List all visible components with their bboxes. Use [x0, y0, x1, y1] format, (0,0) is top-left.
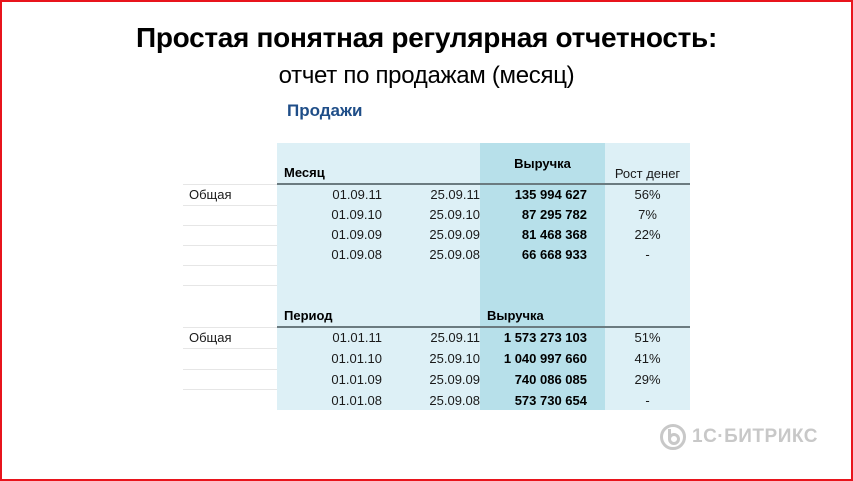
growth-value: - — [645, 247, 650, 262]
header-revenue: Выручка — [487, 308, 544, 323]
row-divider — [183, 327, 277, 328]
row-divider — [183, 285, 277, 286]
end-date: 25.09.08 — [429, 247, 480, 262]
growth-value: 22% — [634, 227, 661, 242]
slide-title: Простая понятная регулярная отчетность: — [136, 22, 717, 53]
row-divider — [183, 265, 277, 266]
header-period: Период — [284, 308, 333, 323]
row-divider — [183, 348, 277, 349]
row-divider — [183, 389, 277, 390]
end-date: 25.09.11 — [430, 330, 480, 345]
bitrix-logo-icon — [660, 424, 686, 450]
header-underline — [277, 183, 690, 185]
start-date: 01.01.11 — [332, 330, 382, 345]
revenue-value: 87 295 782 — [521, 207, 587, 222]
end-date: 25.09.08 — [429, 393, 480, 408]
group-label: Общая — [189, 330, 232, 345]
end-date: 25.09.11 — [430, 187, 480, 202]
group-label: Общая — [189, 187, 232, 202]
revenue-value: 1 040 997 660 — [503, 351, 587, 366]
end-date: 25.09.10 — [429, 207, 480, 222]
end-date: 25.09.09 — [429, 227, 480, 242]
row-divider — [183, 184, 277, 185]
revenue-column-highlight — [480, 143, 605, 410]
row-divider — [183, 225, 277, 226]
revenue-value: 573 730 654 — [514, 393, 587, 408]
growth-value: 41% — [634, 351, 661, 366]
start-date: 01.09.11 — [332, 187, 382, 202]
section-heading: Продажи — [287, 101, 363, 120]
header-growth: Рост денег — [614, 166, 681, 181]
row-divider — [183, 245, 277, 246]
row-divider — [183, 369, 277, 370]
revenue-value: 1 573 273 103 — [503, 330, 587, 345]
growth-value: 7% — [638, 207, 657, 222]
start-date: 01.09.08 — [331, 247, 382, 262]
end-date: 25.09.10 — [429, 351, 480, 366]
start-date: 01.01.08 — [331, 393, 382, 408]
bitrix-logo-text: 1С·БИТРИКС — [692, 426, 818, 447]
revenue-value: 740 086 085 — [514, 372, 587, 387]
header-revenue: Выручка — [514, 156, 571, 171]
bitrix-logo: 1С·БИТРИКС — [660, 424, 818, 450]
end-date: 25.09.09 — [429, 372, 480, 387]
revenue-value: 66 668 933 — [521, 247, 587, 262]
header-underline — [277, 326, 690, 328]
start-date: 01.01.10 — [331, 351, 382, 366]
revenue-value: 81 468 368 — [521, 227, 587, 242]
start-date: 01.09.10 — [331, 207, 382, 222]
start-date: 01.01.09 — [331, 372, 382, 387]
growth-value: 56% — [634, 187, 661, 202]
slide-subtitle: отчет по продажам (месяц) — [278, 62, 575, 89]
revenue-value: 135 994 627 — [514, 187, 587, 202]
start-date: 01.09.09 — [331, 227, 382, 242]
growth-value: 51% — [634, 330, 661, 345]
row-divider — [183, 205, 277, 206]
growth-value: 29% — [634, 372, 661, 387]
header-month: Месяц — [284, 165, 325, 180]
growth-value: - — [645, 393, 650, 408]
